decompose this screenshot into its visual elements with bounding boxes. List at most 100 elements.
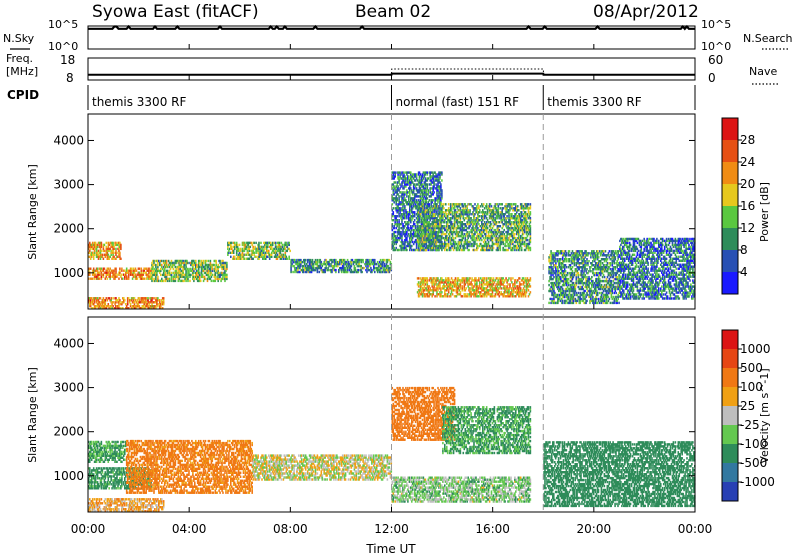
power-cell: [380, 264, 383, 268]
power-cell: [224, 263, 226, 267]
power-cell: [432, 226, 434, 230]
power-cell: [103, 271, 106, 274]
power-cell: [495, 211, 498, 214]
power-cell: [93, 273, 96, 276]
power-cell: [412, 173, 415, 176]
power-cell: [317, 266, 320, 270]
power-cell: [171, 261, 174, 265]
power-cell: [278, 241, 281, 245]
power-cell: [348, 264, 351, 268]
power-cell: [490, 217, 493, 220]
power-cell: [108, 243, 110, 247]
power-cell: [145, 273, 147, 276]
power-cell: [143, 307, 145, 310]
power-cell: [450, 236, 453, 240]
power-cell: [468, 211, 470, 214]
power-cell: [196, 265, 198, 269]
power-cell: [217, 269, 219, 273]
power-cell: [489, 287, 492, 290]
power-cell: [220, 271, 222, 275]
power-cell: [269, 245, 272, 249]
power-cell: [166, 265, 169, 269]
power-cell: [455, 246, 458, 250]
power-cell: [413, 219, 416, 222]
power-cell: [197, 279, 200, 283]
power-cell: [194, 267, 196, 271]
power-cell: [195, 259, 197, 263]
power-cell: [424, 293, 427, 296]
power-cell: [487, 236, 490, 240]
power-cell: [412, 232, 415, 236]
power-cell: [278, 251, 281, 254]
power-cell: [501, 279, 503, 282]
power-cell: [525, 281, 528, 284]
power-cell: [392, 193, 395, 196]
power-cell: [193, 269, 195, 273]
power-cell: [125, 271, 128, 274]
power-cell: [443, 215, 445, 218]
power-cell: [127, 297, 130, 300]
power-cell: [334, 264, 336, 268]
power-cell: [175, 267, 178, 271]
power-cell: [138, 301, 141, 304]
power-cell: [425, 205, 428, 208]
power-cell: [431, 181, 433, 184]
power-cell: [421, 242, 424, 246]
power-cell: [281, 255, 284, 258]
power-cell: [477, 219, 479, 222]
power-cell: [431, 248, 433, 252]
power-cell: [446, 242, 448, 246]
power-cell: [434, 171, 436, 174]
power-cell: [200, 271, 203, 275]
power-cell: [222, 273, 224, 277]
power-cell: [484, 244, 487, 248]
power-cell: [116, 243, 118, 247]
power-cell: [292, 258, 294, 262]
power-cell: [196, 277, 198, 281]
power-cell: [438, 181, 440, 184]
power-cell: [427, 221, 430, 224]
power-cell: [247, 241, 250, 245]
power-cell: [129, 269, 132, 272]
power-cell: [416, 240, 419, 244]
power-cell: [308, 268, 311, 272]
power-cell: [235, 245, 238, 249]
power-cell: [228, 243, 230, 247]
power-cell: [179, 263, 181, 267]
power-cell: [107, 303, 110, 306]
power-cell: [465, 211, 467, 214]
power-cell: [385, 266, 388, 270]
power-cell: [405, 248, 407, 252]
power-cell: [93, 299, 96, 302]
power-cell: [231, 251, 233, 254]
power-cell: [252, 251, 254, 254]
power-cell: [367, 262, 369, 266]
power-cell: [526, 279, 529, 282]
power-cell: [401, 215, 403, 218]
power-cell: [483, 289, 486, 292]
power-cell: [190, 261, 192, 265]
power-cell: [451, 238, 454, 242]
power-cell: [419, 203, 422, 206]
power-cell: [441, 277, 443, 280]
power-cell: [417, 181, 420, 184]
power-cell: [451, 279, 454, 282]
power-cell: [359, 264, 361, 268]
power-cell: [258, 245, 260, 249]
power-cell: [160, 259, 162, 263]
power-cell: [405, 234, 407, 238]
power-cell: [453, 226, 456, 230]
power-cell: [315, 260, 318, 264]
power-cell: [351, 270, 354, 274]
power-cell: [217, 273, 219, 277]
power-cell: [482, 295, 484, 298]
power-cell: [101, 255, 104, 258]
power-cell: [133, 307, 136, 310]
power-cell: [112, 297, 114, 300]
power-cell: [124, 275, 126, 278]
power-cell: [431, 236, 433, 240]
power-cell: [421, 215, 424, 218]
power-cell: [418, 179, 421, 182]
power-cell: [474, 283, 476, 286]
power-cell: [162, 297, 165, 300]
